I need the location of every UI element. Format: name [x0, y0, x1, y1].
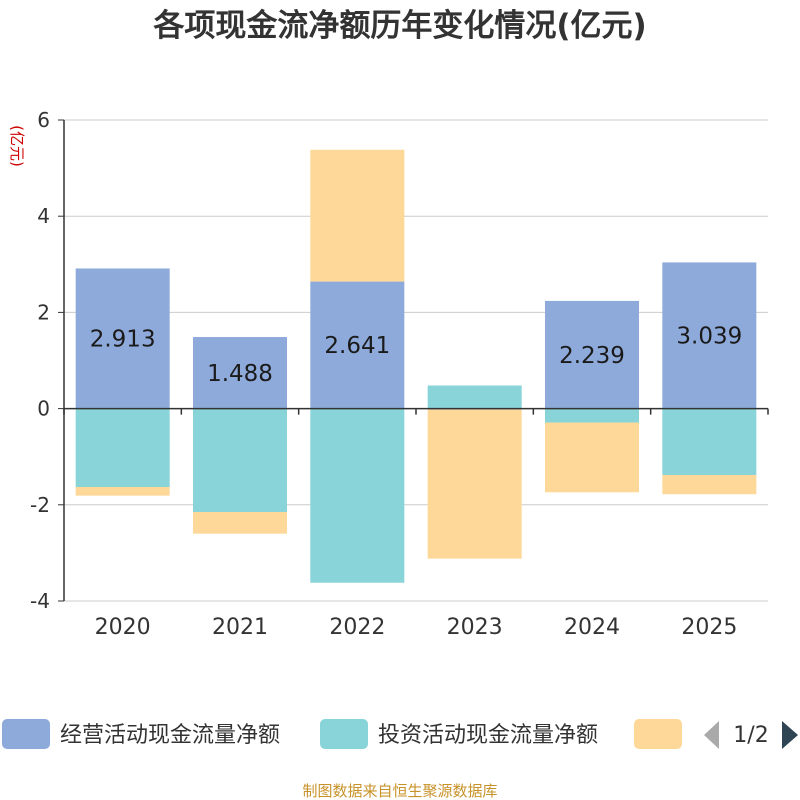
- bar-series0-2024: [545, 300, 639, 409]
- data-labels: 2.913 1.488 2.641 2.239 3.039: [90, 324, 743, 387]
- bar-series1-2020: [75, 408, 170, 488]
- data-label-2021: 1.488: [207, 361, 273, 387]
- legend-swatch-investing: [320, 719, 368, 749]
- x-tick-label-2021: 2021: [212, 615, 268, 640]
- legend: 经营活动现金流量净额 投资活动现金流量净额 1/2: [2, 719, 798, 749]
- bar-series1-2025: [662, 408, 757, 475]
- bar-series0-2020: [75, 268, 170, 409]
- bar-series0-2021: [193, 337, 287, 409]
- bar-series1-2022: [310, 408, 405, 583]
- bar-series2-2022: [310, 149, 405, 282]
- x-tick-label-2025: 2025: [681, 615, 737, 640]
- axes: 6 4 2 0 -2 -4 2020 2021 2022 2023 2024 2025: [30, 108, 769, 640]
- y-axis-unit: (亿元): [8, 125, 26, 167]
- legend-swatch-financing: [634, 719, 682, 749]
- data-label-2025: 3.039: [676, 324, 742, 350]
- data-label-2022: 2.641: [324, 333, 390, 359]
- y-tick-label-0: 0: [37, 397, 50, 421]
- data-label-2024: 2.239: [559, 343, 625, 369]
- legend-item-operating[interactable]: 经营活动现金流量净额: [2, 719, 280, 749]
- chart-title: 各项现金流净额历年变化情况(亿元): [152, 8, 646, 44]
- legend-next-page-icon[interactable]: [782, 721, 798, 749]
- x-tick-label-2023: 2023: [447, 615, 503, 640]
- legend-swatch-operating: [2, 719, 50, 749]
- bar-series0-2022: [310, 281, 405, 409]
- gridlines: [64, 119, 768, 602]
- x-tick-label-2020: 2020: [95, 615, 151, 640]
- x-tick-label-2022: 2022: [329, 615, 385, 640]
- bar-series2-2020: [75, 487, 170, 496]
- y-tick-label-4: 4: [37, 204, 50, 228]
- bar-series2-2023: [427, 409, 522, 559]
- source-note: 制图数据来自恒生聚源数据库: [302, 782, 497, 800]
- bar-series2-2024: [545, 422, 639, 493]
- x-tick-label-2024: 2024: [564, 615, 620, 640]
- legend-label-operating: 经营活动现金流量净额: [60, 723, 280, 748]
- bar-series2-2025: [662, 474, 757, 495]
- y-tick-label-6: 6: [37, 108, 50, 132]
- legend-item-investing[interactable]: 投资活动现金流量净额: [320, 719, 598, 749]
- bar-series1-2024: [545, 408, 639, 423]
- legend-label-investing: 投资活动现金流量净额: [378, 723, 598, 748]
- y-tick-label-2: 2: [37, 300, 50, 324]
- bar-series1-2023: [427, 385, 522, 409]
- bar-series0-2025: [662, 262, 757, 409]
- bar-series1-2021: [193, 408, 287, 513]
- bars: [75, 149, 757, 583]
- y-tick-label--4: -4: [30, 589, 50, 613]
- legend-item-financing[interactable]: [634, 719, 682, 749]
- legend-prev-page-icon[interactable]: [704, 721, 719, 749]
- y-tick-label--2: -2: [30, 493, 50, 517]
- legend-page-indicator: 1/2: [733, 723, 768, 748]
- bar-series2-2021: [193, 512, 287, 534]
- data-label-2020: 2.913: [90, 327, 156, 353]
